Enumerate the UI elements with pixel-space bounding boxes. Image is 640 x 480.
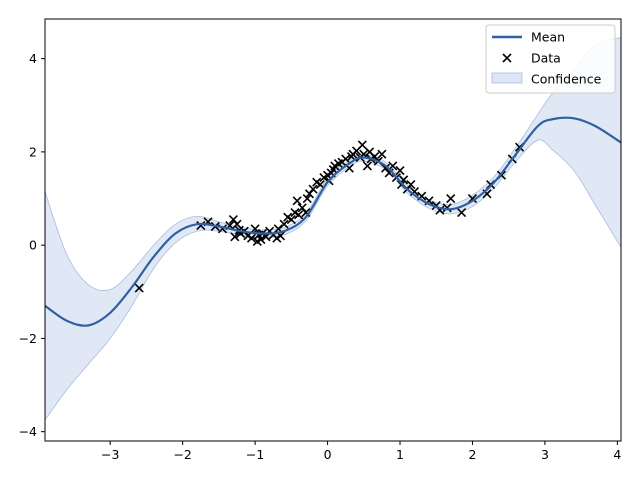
x-tick-label: 1	[396, 447, 404, 462]
legend: Mean Data Confidence	[485, 24, 616, 94]
mean-line	[45, 116, 621, 327]
axis-ticks: −3 −2 −1 0 1 2 3 4 −4 −2 0 2 4	[19, 51, 622, 462]
data-point	[442, 203, 452, 213]
x-tick-label: 4	[613, 447, 621, 462]
data-point	[341, 154, 351, 164]
x-tick-label: 2	[468, 447, 476, 462]
plot-area	[45, 37, 621, 421]
data-point	[230, 232, 240, 242]
data-point	[302, 193, 312, 204]
confidence-band	[45, 37, 621, 421]
x-tick-label: −2	[173, 447, 191, 462]
x-tick-label: −1	[246, 447, 264, 462]
axes-frame	[44, 18, 622, 442]
x-tick-label: 3	[541, 447, 549, 462]
data-point	[232, 219, 242, 229]
data-point	[384, 168, 394, 178]
data-point	[395, 165, 405, 176]
y-tick-label: −2	[19, 331, 37, 346]
x-tick-label: 0	[324, 447, 332, 462]
data-point	[362, 161, 372, 171]
data-point	[246, 233, 257, 243]
data-point	[308, 184, 318, 194]
data-point	[292, 196, 302, 206]
data-point	[457, 207, 467, 218]
legend-mean-label: Mean	[531, 30, 565, 45]
data-point	[286, 214, 296, 225]
data-point	[294, 210, 304, 220]
data-point	[406, 179, 416, 190]
data-point	[134, 283, 144, 293]
legend-confidence-swatch	[491, 72, 523, 84]
y-tick-label: −4	[19, 424, 37, 439]
legend-data-swatch	[502, 53, 512, 63]
y-tick-label: 0	[29, 238, 37, 253]
series-group	[45, 37, 621, 421]
data-point	[357, 140, 367, 150]
data-point	[279, 219, 289, 229]
legend-data-label: Data	[531, 51, 561, 66]
data-point	[377, 149, 387, 159]
y-tick-label: 2	[29, 144, 37, 159]
data-point	[196, 221, 206, 231]
x-tick-label: −3	[101, 447, 119, 462]
data-point	[250, 224, 260, 234]
data-point	[446, 193, 456, 204]
y-tick-label: 4	[29, 51, 37, 66]
legend-confidence-label: Confidence	[531, 72, 602, 87]
